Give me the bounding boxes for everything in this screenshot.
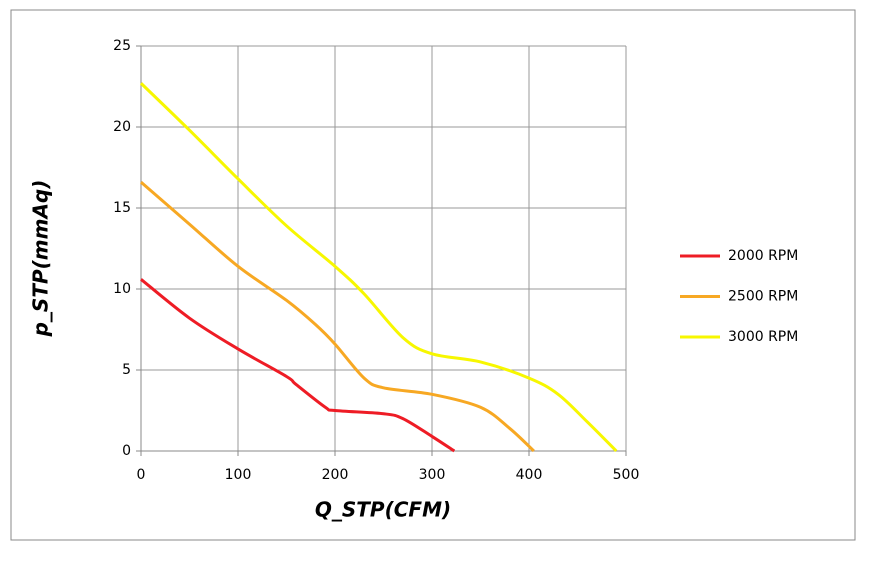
series-line <box>139 82 618 453</box>
legend-label: 3000 RPM <box>728 329 798 345</box>
y-tick-label: 20 <box>113 119 131 135</box>
y-tick-label: 15 <box>113 200 131 216</box>
series-line <box>140 180 535 453</box>
x-tick-label: 100 <box>225 467 252 483</box>
legend-label: 2000 RPM <box>728 248 798 264</box>
y-tick-label: 10 <box>113 281 131 297</box>
chart-border <box>10 9 856 541</box>
y-tick-label: 5 <box>122 362 131 378</box>
x-tick-label: 0 <box>137 467 146 483</box>
y-tick-label: 0 <box>122 443 131 459</box>
series-line <box>140 278 456 453</box>
x-tick-label: 400 <box>516 467 543 483</box>
y-tick-label: 25 <box>113 38 131 54</box>
y-axis-title: p_STP(mmAq) <box>29 180 53 338</box>
x-tick-label: 300 <box>419 467 446 483</box>
legend-label: 2500 RPM <box>728 289 798 305</box>
x-tick-label: 500 <box>613 467 640 483</box>
x-tick-label: 200 <box>322 467 349 483</box>
x-axis-title: Q_STP(CFM) <box>315 498 451 522</box>
